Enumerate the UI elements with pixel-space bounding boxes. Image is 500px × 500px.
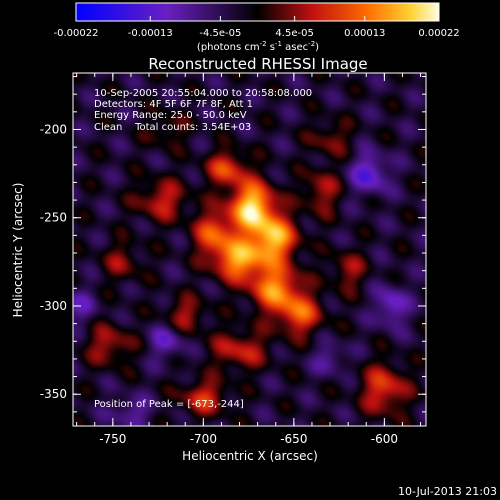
- y-tick-label: -350: [40, 387, 67, 401]
- x-tick-label: -600: [371, 432, 398, 446]
- y-tick-label: -300: [40, 299, 67, 313]
- y-axis-label: Heliocentric Y (arcsec): [11, 183, 25, 318]
- heatmap-image: [73, 73, 426, 426]
- x-tick-label: -650: [280, 432, 307, 446]
- footer-timestamp: 10-Jul-2013 21:03: [398, 485, 497, 498]
- annotation-peak-position: Position of Peak = [-673,-244]: [94, 399, 244, 410]
- y-tick-label: -250: [40, 211, 67, 225]
- colorbar-gradient: [75, 2, 440, 22]
- colorbar-ticks: -0.00022 -0.00013 -4.5e-05 4.5e-05 0.00013 0.…: [54, 16, 460, 39]
- annotation-clean: Clean Total counts: 3.54E+03: [94, 122, 251, 133]
- x-axis-ticks: -750 -700 -650 -600: [76, 73, 422, 446]
- chart-title: Reconstructed RHESSI Image: [148, 55, 367, 73]
- annotation-detectors: Detectors: 4F 5F 6F 7F 8F, Att 1: [94, 99, 253, 110]
- x-axis-label: Heliocentric X (arcsec): [182, 449, 318, 463]
- colorbar-tick-label: 0.00022: [418, 28, 459, 39]
- y-tick-label: -200: [40, 122, 67, 136]
- colorbar-tick-label: 0.00013: [344, 28, 385, 39]
- colorbar-tick-label: -0.00022: [54, 28, 99, 39]
- annotation-time-range: 10-Sep-2005 20:55:04.000 to 20:58:08.000: [94, 88, 312, 99]
- colorbar-tick-label: -0.00013: [128, 28, 173, 39]
- y-axis-ticks: -200 -250 -300 -350: [40, 76, 426, 413]
- colorbar-unit-label: (photons cm-2 s-1 asec-2): [197, 40, 319, 53]
- plot-frame: [72, 72, 427, 427]
- colorbar-tick-label: -4.5e-05: [199, 28, 241, 39]
- heatmap-raster: [73, 73, 426, 426]
- annotation-energy: Energy Range: 25.0 - 50.0 keV: [94, 110, 247, 121]
- colorbar-tick-label: 4.5e-05: [275, 28, 313, 39]
- annotation-block: 10-Sep-2005 20:55:04.000 to 20:58:08.000…: [94, 88, 312, 133]
- x-tick-label: -700: [190, 432, 217, 446]
- colorbar: -0.00022 -0.00013 -4.5e-05 4.5e-05 0.00013 0.…: [54, 2, 460, 53]
- x-tick-label: -750: [99, 432, 126, 446]
